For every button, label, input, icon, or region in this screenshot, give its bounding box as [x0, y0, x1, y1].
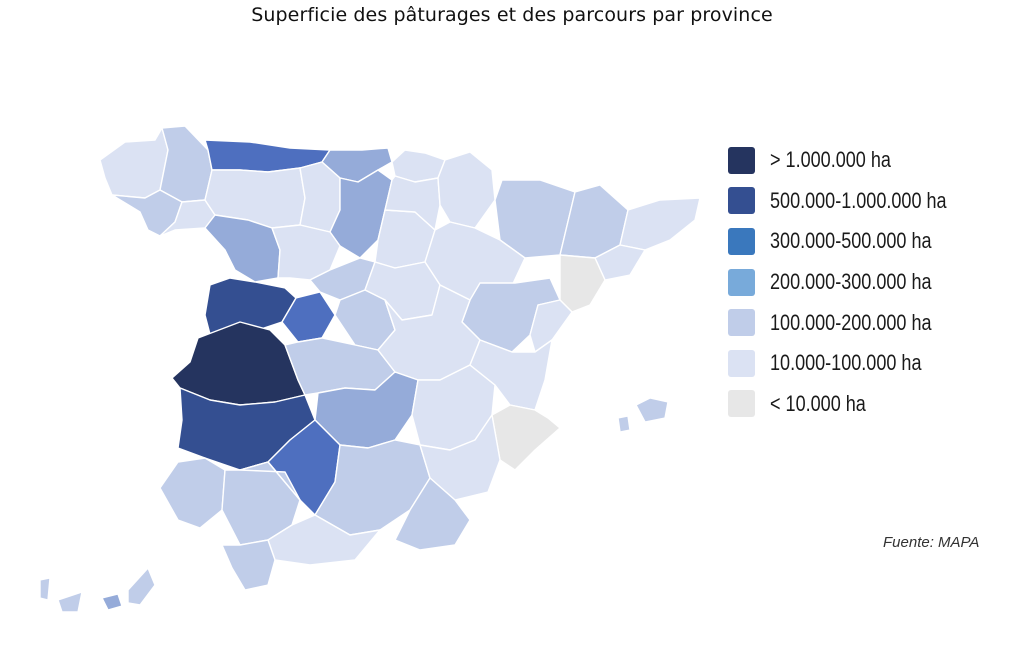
legend-swatch [728, 309, 755, 337]
province-canarias-3[interactable] [101, 593, 123, 611]
province-lugo[interactable] [159, 125, 213, 203]
legend: > 1.000.000 ha 500.000-1.000.000 ha 300.… [728, 140, 985, 424]
province-navarra[interactable] [437, 151, 496, 229]
province-almeria[interactable] [394, 477, 471, 551]
province-baleares-ibiza[interactable] [617, 415, 631, 433]
province-huelva[interactable] [159, 457, 226, 529]
province-canarias-4[interactable] [127, 567, 156, 606]
province-barcelona[interactable] [594, 244, 646, 281]
province-a-coruna[interactable] [99, 127, 169, 199]
province-palencia[interactable] [299, 161, 341, 233]
legend-label: < 10.000 ha [770, 390, 866, 416]
province-cadiz[interactable] [221, 539, 276, 591]
legend-label: > 1.000.000 ha [770, 147, 891, 173]
legend-swatch [728, 227, 755, 255]
legend-item: 500.000-1.000.000 ha [728, 181, 985, 222]
legend-item: 300.000-500.000 ha [728, 221, 985, 262]
legend-swatch [728, 187, 755, 215]
legend-item: > 1.000.000 ha [728, 140, 985, 181]
legend-item: 100.000-200.000 ha [728, 302, 985, 343]
legend-label: 200.000-300.000 ha [770, 269, 932, 295]
legend-swatch [728, 268, 755, 296]
legend-label: 500.000-1.000.000 ha [770, 187, 947, 213]
province-canarias-2[interactable] [57, 591, 83, 613]
map-title: Superficie des pâturages et des parcours… [251, 4, 773, 26]
legend-swatch [728, 390, 755, 418]
province-malaga[interactable] [267, 514, 381, 566]
legend-label: 100.000-200.000 ha [770, 309, 932, 335]
legend-item: 10.000-100.000 ha [728, 343, 985, 384]
legend-item: < 10.000 ha [728, 384, 985, 425]
legend-item: 200.000-300.000 ha [728, 262, 985, 303]
province-tarragona[interactable] [559, 254, 606, 313]
province-canarias-1[interactable] [39, 577, 51, 601]
province-alicante[interactable] [491, 404, 561, 471]
province-baleares-mallorca[interactable] [635, 397, 669, 423]
province-girona[interactable] [619, 197, 701, 251]
legend-swatch [728, 349, 755, 377]
province-valencia[interactable] [469, 339, 553, 411]
legend-swatch [728, 146, 755, 174]
province-cordoba[interactable] [239, 461, 301, 501]
legend-label: 300.000-500.000 ha [770, 228, 932, 254]
source-note: Fuente: MAPA [883, 534, 980, 551]
legend-label: 10.000-100.000 ha [770, 350, 922, 376]
